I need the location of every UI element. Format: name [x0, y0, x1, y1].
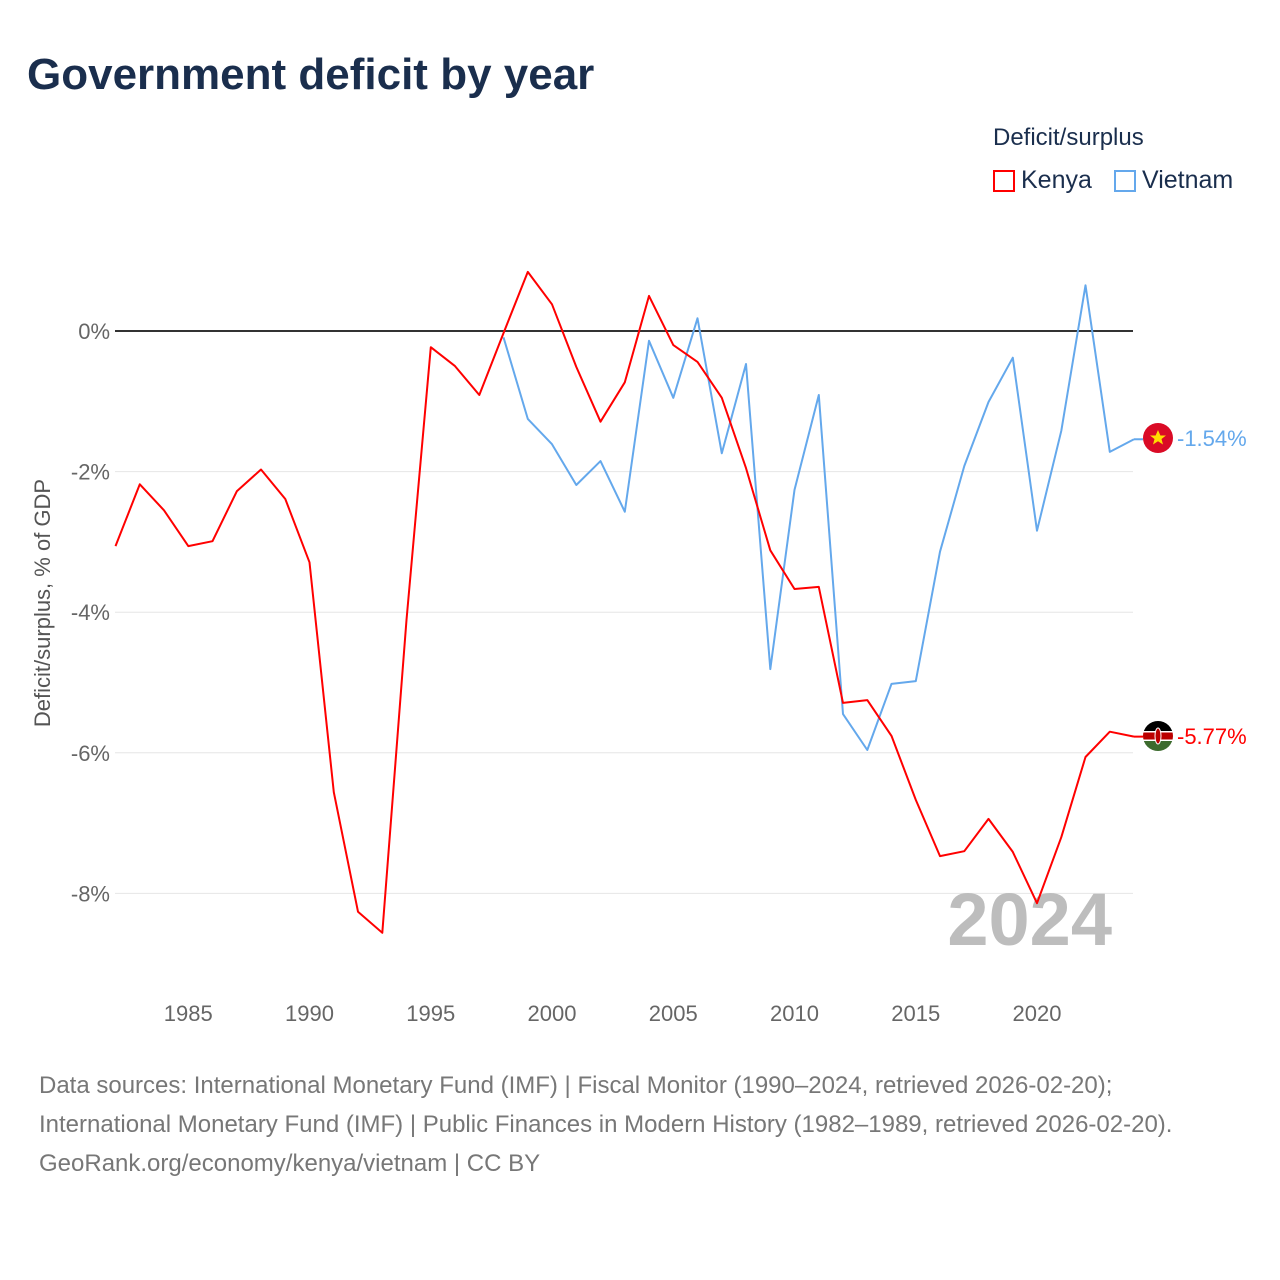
page-title: Government deficit by year: [27, 50, 595, 99]
legend-label: Vietnam: [1142, 166, 1234, 194]
series-line-vietnam: [502, 284, 1135, 751]
y-tick-label: -4%: [71, 600, 110, 625]
y-tick-label: -8%: [71, 881, 110, 906]
x-tick-label: 1990: [285, 1001, 334, 1026]
data-sources: Data sources: International Monetary Fun…: [39, 1072, 1173, 1138]
x-tick-label: 2010: [770, 1001, 819, 1026]
y-axis-label: Deficit/surplus, % of GDP: [30, 479, 55, 727]
x-tick-label: 2000: [528, 1001, 577, 1026]
y-tick-label: -2%: [71, 460, 110, 485]
y-tick-label: -6%: [71, 741, 110, 766]
vietnam-end-label: -1.54%: [1177, 426, 1247, 451]
year-watermark: 2024: [947, 878, 1112, 961]
x-tick-label: 1985: [164, 1001, 213, 1026]
legend-label: Kenya: [1021, 166, 1092, 194]
x-tick-label: 1995: [406, 1001, 455, 1026]
y-tick-label: 0%: [78, 319, 110, 344]
kenya-flag-icon: [1143, 721, 1173, 751]
vietnam-flag-icon: [1143, 423, 1173, 453]
legend-item-vietnam[interactable]: Vietnam: [1114, 166, 1233, 195]
legend-title: Deficit/surplus: [993, 124, 1144, 151]
footer: Data sources: International Monetary Fun…: [39, 1066, 1249, 1183]
legend-swatch-kenya: [993, 169, 1015, 192]
x-tick-label: 2015: [891, 1001, 940, 1026]
legend-swatch-vietnam: [1114, 169, 1136, 192]
kenya-end-label: -5.77%: [1177, 724, 1247, 749]
series-line-kenya: [114, 270, 1135, 934]
x-tick-label: 2005: [649, 1001, 698, 1026]
x-tick-label: 2020: [1013, 1001, 1062, 1026]
legend-item-kenya[interactable]: Kenya: [993, 166, 1092, 195]
credit-link[interactable]: GeoRank.org/economy/kenya/vietnam | CC B…: [39, 1150, 541, 1177]
